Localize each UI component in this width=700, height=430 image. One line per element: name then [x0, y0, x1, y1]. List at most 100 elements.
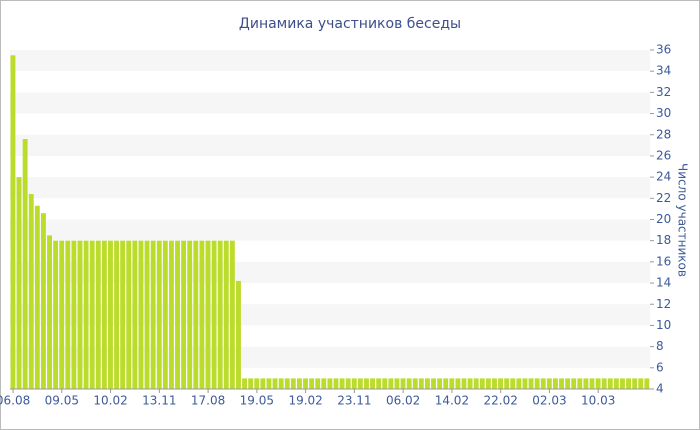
bar [492, 378, 497, 389]
bar [229, 240, 235, 389]
bar [223, 240, 229, 389]
bar [400, 378, 406, 389]
y-tick-label: 36 [656, 43, 671, 57]
bar [16, 177, 22, 389]
bar [144, 240, 150, 389]
bar [89, 240, 95, 389]
x-tick-label: 10.03 [581, 394, 615, 408]
bar [126, 240, 132, 389]
bar [83, 240, 89, 389]
bar [449, 378, 455, 389]
bar [412, 378, 418, 389]
grid-band [10, 134, 650, 156]
bar [175, 240, 180, 389]
bar [601, 378, 607, 389]
y-tick-label: 12 [656, 297, 671, 311]
bar [321, 378, 327, 389]
y-tick-label: 8 [656, 339, 664, 353]
bar [272, 378, 278, 389]
bar [632, 378, 638, 389]
bar [552, 378, 558, 389]
y-tick-label: 22 [656, 191, 671, 205]
bar [382, 378, 388, 389]
y-tick-label: 26 [656, 148, 671, 162]
x-tick-label: 06.08 [0, 394, 30, 408]
bar [150, 240, 156, 389]
bar [357, 378, 363, 389]
bar [620, 378, 625, 389]
y-axis-label: Число участников [676, 163, 690, 277]
bar [345, 378, 351, 389]
bar [455, 378, 461, 389]
bar [534, 378, 540, 389]
y-tick-label: 20 [656, 212, 671, 226]
bar [248, 378, 254, 389]
bar [431, 378, 436, 389]
bar [199, 240, 205, 389]
y-tick-label: 30 [656, 106, 671, 120]
x-tick-label: 22.02 [483, 394, 517, 408]
bar [34, 205, 40, 389]
bar [467, 378, 473, 389]
x-tick-label: 02.03 [532, 394, 566, 408]
bar [522, 378, 528, 389]
bar [571, 378, 577, 389]
bar [351, 378, 357, 389]
y-tick-label: 14 [656, 276, 671, 290]
bar [242, 378, 248, 389]
bar [162, 240, 168, 389]
y-tick-label: 28 [656, 127, 671, 141]
x-tick-label: 09.05 [45, 394, 79, 408]
x-tick-label: 23.11 [337, 394, 371, 408]
x-tick-label: 14.02 [435, 394, 469, 408]
bar [260, 378, 266, 389]
bar [22, 138, 28, 389]
bar [193, 240, 199, 389]
bar [589, 378, 595, 389]
y-tick-label: 18 [656, 233, 671, 247]
y-tick-label: 32 [656, 85, 671, 99]
bar [485, 378, 491, 389]
bar [181, 240, 187, 389]
y-tick-label: 10 [656, 318, 671, 332]
bar [187, 240, 193, 389]
bar [266, 378, 272, 389]
x-tick-label: 17.08 [191, 394, 225, 408]
bar [47, 235, 52, 389]
bar [546, 378, 552, 389]
bar [626, 378, 632, 389]
bar [394, 378, 400, 389]
bar [205, 240, 211, 389]
bar [406, 378, 412, 389]
bar [156, 240, 162, 389]
bar [296, 378, 302, 389]
bar [315, 378, 321, 389]
bar [120, 240, 126, 389]
y-tick-label: 34 [656, 64, 671, 78]
bar [376, 378, 382, 389]
grid-band [10, 92, 650, 114]
bar [510, 378, 516, 389]
bar [71, 240, 77, 389]
bar [290, 378, 296, 389]
bar [211, 240, 217, 389]
chart-title: Динамика участников беседы [239, 16, 461, 32]
bar [559, 378, 564, 389]
bar [583, 378, 589, 389]
bar [461, 378, 467, 389]
bar [108, 240, 113, 389]
grid-band [10, 50, 650, 72]
bar [540, 378, 546, 389]
bar [473, 378, 479, 389]
bar [333, 378, 339, 389]
x-tick-label: 19.02 [288, 394, 322, 408]
bar [595, 378, 601, 389]
bar [284, 378, 290, 389]
bar [388, 378, 394, 389]
bar [644, 378, 650, 389]
bar [132, 240, 138, 389]
bar [577, 378, 583, 389]
y-tick-label: 24 [656, 170, 671, 184]
y-tick-label: 6 [656, 360, 664, 374]
